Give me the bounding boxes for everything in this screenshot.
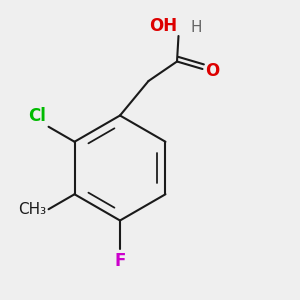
Text: H: H — [190, 20, 202, 34]
Text: O: O — [205, 61, 219, 80]
Text: F: F — [114, 252, 126, 270]
Text: Cl: Cl — [28, 107, 46, 125]
Text: OH: OH — [149, 16, 177, 34]
Text: CH₃: CH₃ — [18, 202, 46, 217]
